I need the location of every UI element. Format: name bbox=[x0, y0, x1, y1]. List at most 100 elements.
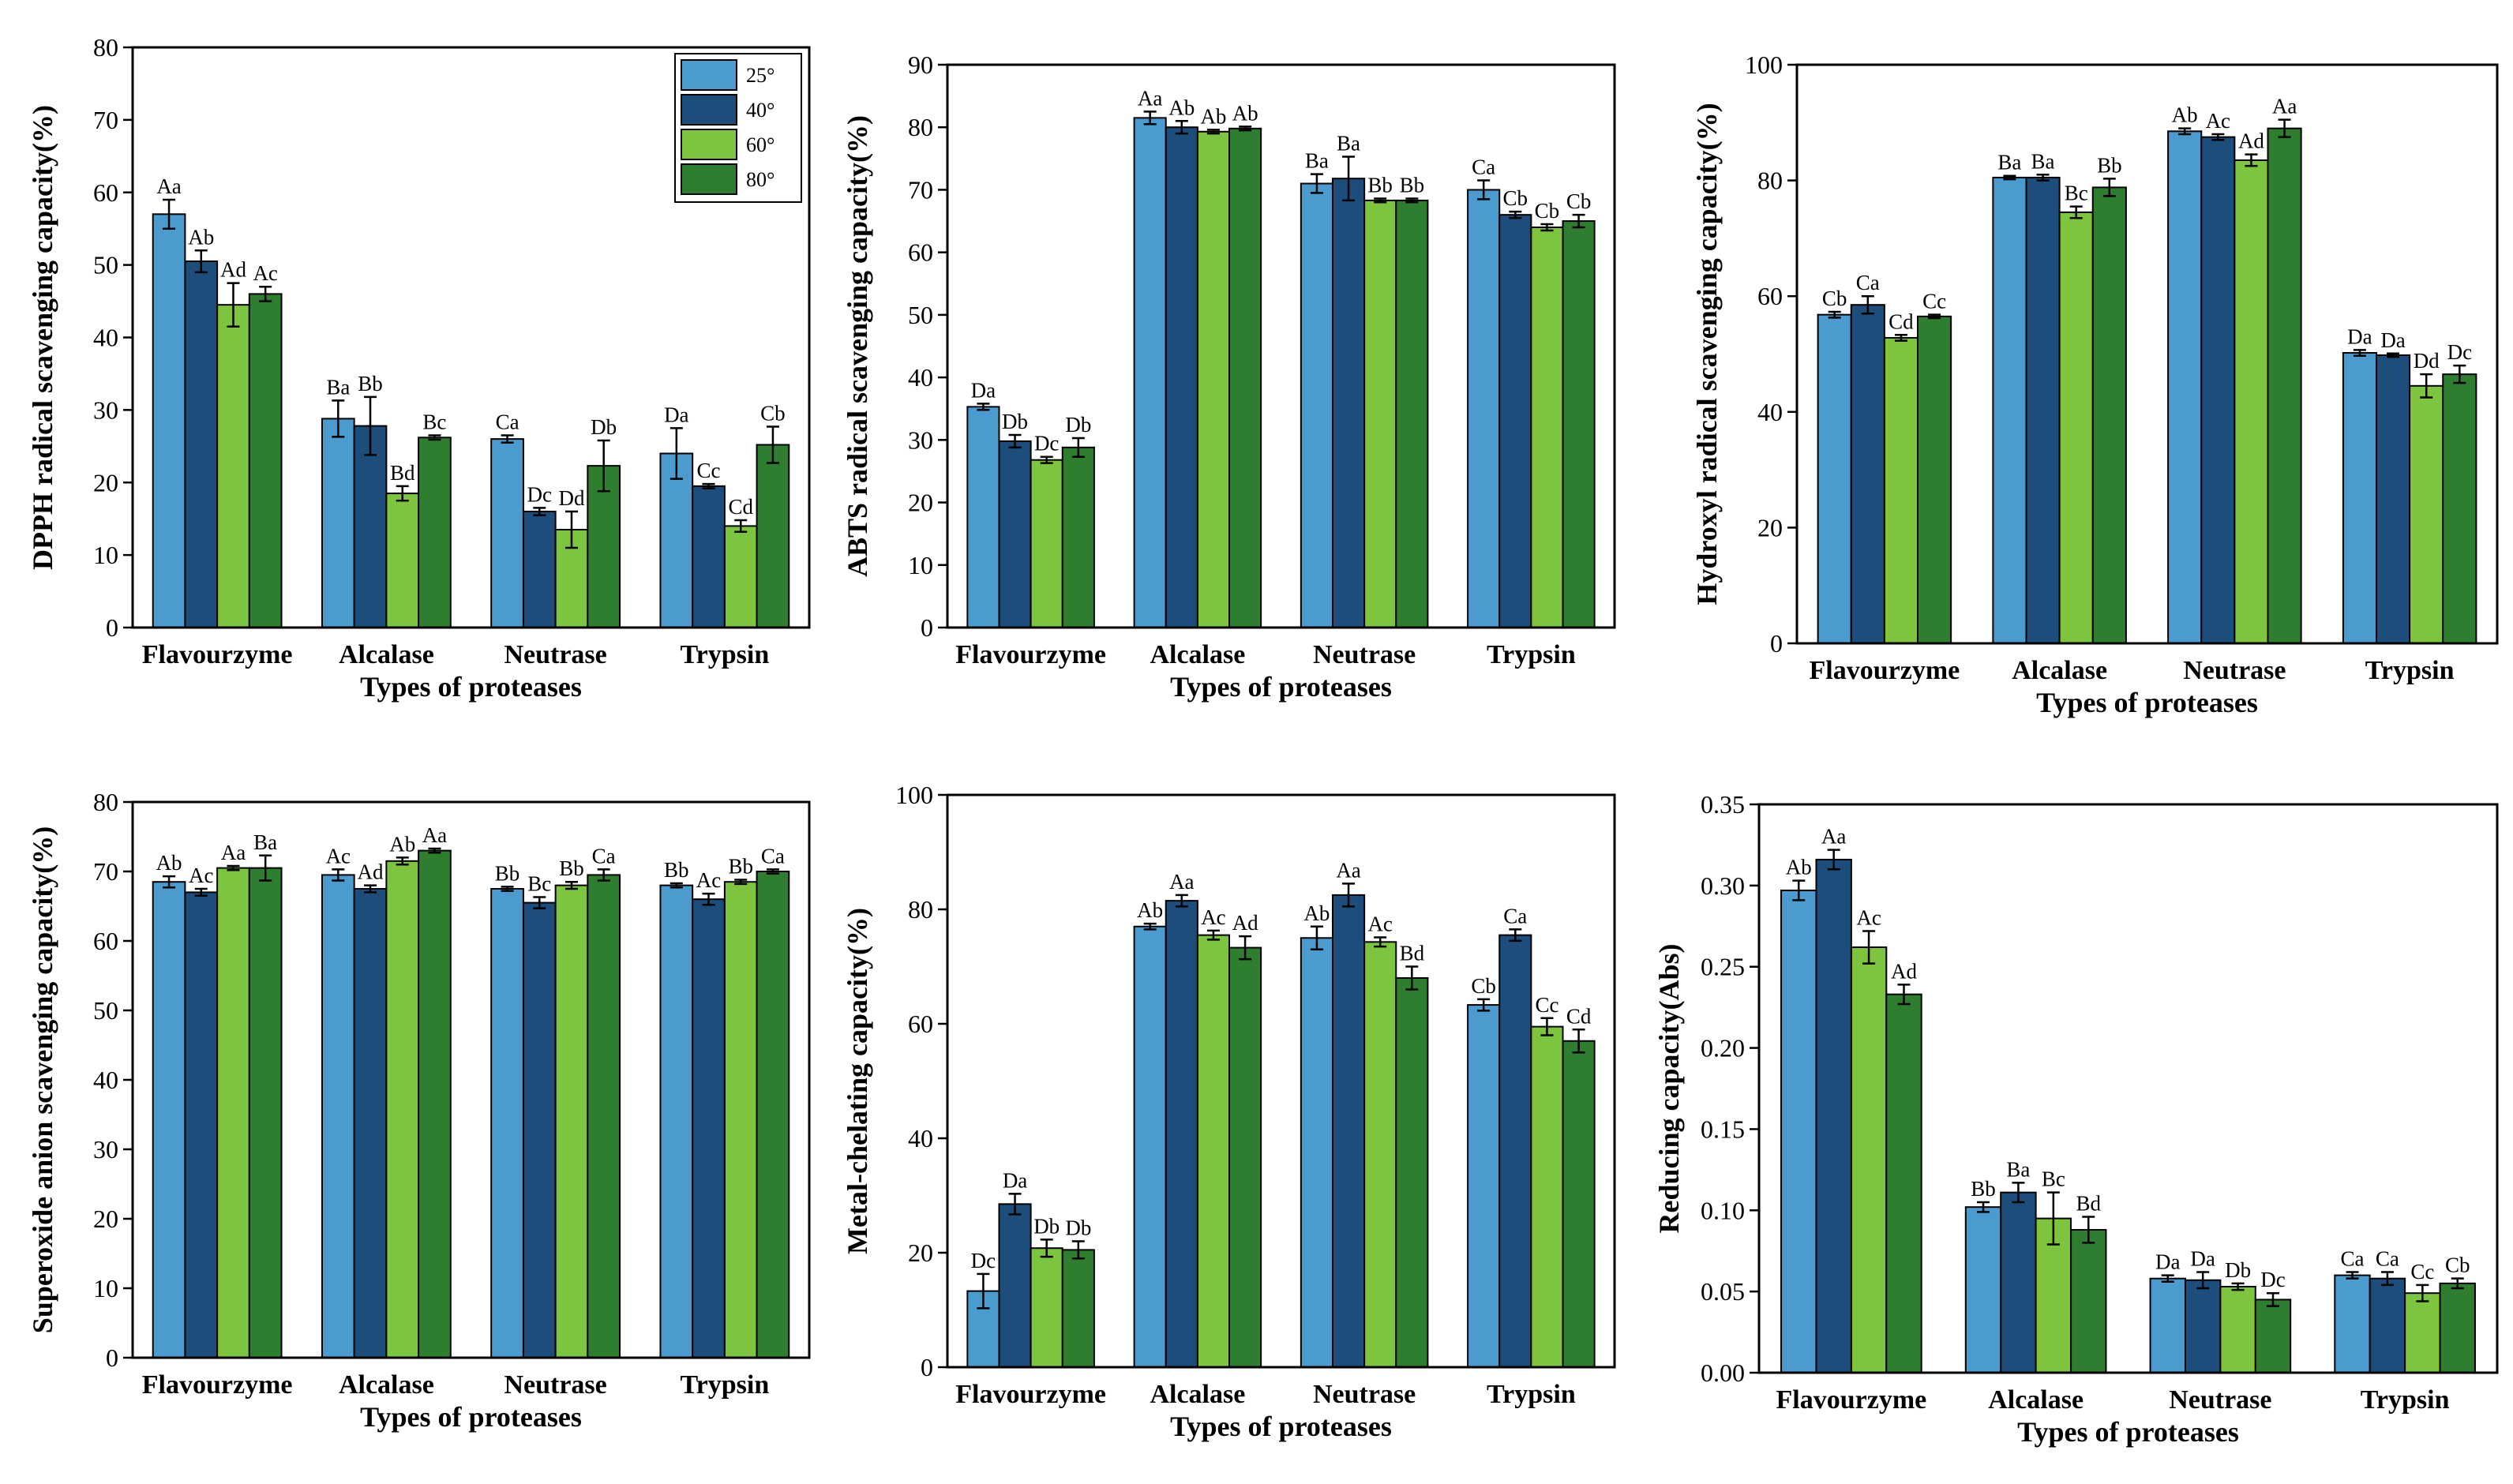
significance-label: Bc bbox=[2065, 182, 2088, 205]
y-tick-label: 0.05 bbox=[1701, 1277, 1745, 1306]
plot-frame bbox=[1795, 63, 2499, 645]
legend-label: 25° bbox=[746, 64, 775, 87]
significance-label: Aa bbox=[422, 823, 447, 847]
significance-label: Dc bbox=[2260, 1268, 2285, 1291]
bar bbox=[587, 874, 621, 1358]
significance-label: Da bbox=[2380, 328, 2405, 352]
y-tick-label: 20 bbox=[908, 489, 933, 517]
chart-5: 0 20 40 60 80 100 Dc Ab Ab Cb Da Aa Aa Ca Db Ac Ac Cc Db Ad… bbox=[842, 781, 1616, 1442]
x-category-label: Neutrase bbox=[1313, 1380, 1416, 1409]
significance-label: Ab bbox=[156, 851, 182, 875]
significance-label: Ab bbox=[2172, 103, 2198, 127]
y-axis-label: Metal-chelating capacity(%) bbox=[842, 908, 873, 1254]
y-tick-label: 0.35 bbox=[1701, 790, 1745, 819]
plot-frame bbox=[131, 800, 811, 1359]
significance-label: Ab bbox=[389, 832, 415, 856]
significance-label: Bd bbox=[390, 461, 415, 485]
legend-label: 60° bbox=[746, 133, 775, 156]
significance-label: Cc bbox=[2410, 1260, 2434, 1284]
significance-label: Ac bbox=[326, 844, 351, 868]
significance-label: Ca bbox=[761, 844, 785, 868]
x-category-label: Trypsin bbox=[2365, 656, 2455, 685]
x-axis-label: Types of proteases bbox=[1170, 671, 1392, 703]
significance-label: Ab bbox=[188, 225, 214, 249]
significance-label: Aa bbox=[221, 841, 246, 864]
significance-label: Da bbox=[1003, 1168, 1027, 1192]
x-category-label: Neutrase bbox=[1313, 640, 1416, 669]
bar bbox=[385, 493, 420, 628]
legend: 25° 40° 60° 80° bbox=[674, 53, 802, 203]
bar bbox=[1467, 189, 1501, 628]
y-tick-label: 100 bbox=[1745, 51, 1783, 79]
significance-label: Bd bbox=[2076, 1192, 2101, 1216]
y-tick-label: 90 bbox=[908, 51, 933, 79]
bar bbox=[2070, 1228, 2107, 1373]
significance-label: Cb bbox=[1566, 189, 1592, 213]
bar bbox=[2234, 159, 2269, 644]
y-axis-label: DPPH radical scavenging capacity(%) bbox=[27, 105, 58, 570]
significance-label: Dc bbox=[2447, 340, 2472, 364]
x-category-label: Neutrase bbox=[504, 1370, 606, 1400]
y-tick-label: 10 bbox=[93, 1274, 118, 1302]
x-category-label: Alcalase bbox=[339, 1370, 434, 1400]
x-category-label: Trypsin bbox=[681, 1370, 770, 1400]
y-tick-label: 60 bbox=[1757, 282, 1783, 310]
bar bbox=[723, 525, 758, 628]
significance-label: Bc bbox=[2042, 1167, 2065, 1191]
bar bbox=[692, 898, 726, 1358]
y-tick-label: 60 bbox=[93, 178, 118, 207]
bar bbox=[2058, 211, 2094, 645]
bar bbox=[1300, 182, 1333, 628]
x-category-label: Flavourzyme bbox=[955, 1380, 1106, 1409]
x-category-label: Flavourzyme bbox=[142, 640, 293, 669]
y-tick-label: 0 bbox=[106, 613, 118, 642]
x-axis-label: Types of proteases bbox=[1170, 1411, 1392, 1442]
bar bbox=[184, 260, 219, 628]
bar bbox=[1530, 226, 1564, 628]
significance-label: Cb bbox=[760, 402, 786, 425]
bar bbox=[1530, 1025, 1564, 1368]
bar bbox=[321, 874, 355, 1358]
significance-label: Ac bbox=[253, 261, 277, 285]
x-category-label: Alcalase bbox=[2012, 656, 2107, 685]
significance-label: Ba bbox=[2006, 1157, 2030, 1181]
bar bbox=[1562, 220, 1596, 628]
bar bbox=[2369, 1277, 2406, 1373]
significance-label: Dd bbox=[2414, 349, 2440, 373]
bar bbox=[1883, 336, 1919, 644]
significance-label: Cb bbox=[1503, 186, 1528, 210]
significance-label: Ad bbox=[220, 258, 246, 282]
significance-label: Aa bbox=[1138, 86, 1162, 110]
bar bbox=[1780, 890, 1817, 1373]
y-tick-label: 80 bbox=[93, 33, 118, 62]
significance-label: Cd bbox=[728, 495, 753, 519]
significance-label: Ab bbox=[1200, 104, 1226, 128]
y-tick-label: 70 bbox=[908, 175, 933, 204]
plot-frame bbox=[1757, 803, 2499, 1374]
bar bbox=[2000, 1191, 2037, 1373]
bar bbox=[1133, 117, 1167, 629]
bar bbox=[490, 438, 524, 628]
bar bbox=[1061, 1249, 1095, 1368]
significance-label: Ba bbox=[2031, 149, 2055, 173]
x-category-label: Flavourzyme bbox=[1776, 1385, 1927, 1415]
bar bbox=[756, 444, 790, 628]
chart-1: 0 10 20 30 40 50 60 70 80 Aa Ba Ca Da Ab Bb Dc Cc Ad Bd Dd C… bbox=[27, 33, 811, 703]
bar bbox=[1817, 313, 1852, 644]
bar bbox=[1331, 894, 1366, 1368]
bar bbox=[554, 884, 589, 1358]
bar bbox=[1395, 199, 1429, 628]
significance-label: Cc bbox=[697, 459, 721, 482]
bar bbox=[2439, 1282, 2476, 1374]
y-tick-label: 20 bbox=[93, 1205, 118, 1233]
significance-label: Aa bbox=[156, 174, 181, 198]
bar bbox=[2025, 176, 2061, 644]
x-category-label: Alcalase bbox=[1988, 1385, 2084, 1415]
y-tick-label: 100 bbox=[895, 781, 933, 809]
bar bbox=[756, 871, 790, 1358]
bar bbox=[418, 849, 452, 1358]
significance-label: Ab bbox=[1232, 101, 1258, 125]
bar bbox=[587, 465, 621, 629]
x-category-label: Trypsin bbox=[1487, 640, 1576, 669]
y-axis-label: Reducing capacity(Abs) bbox=[1653, 944, 1685, 1234]
